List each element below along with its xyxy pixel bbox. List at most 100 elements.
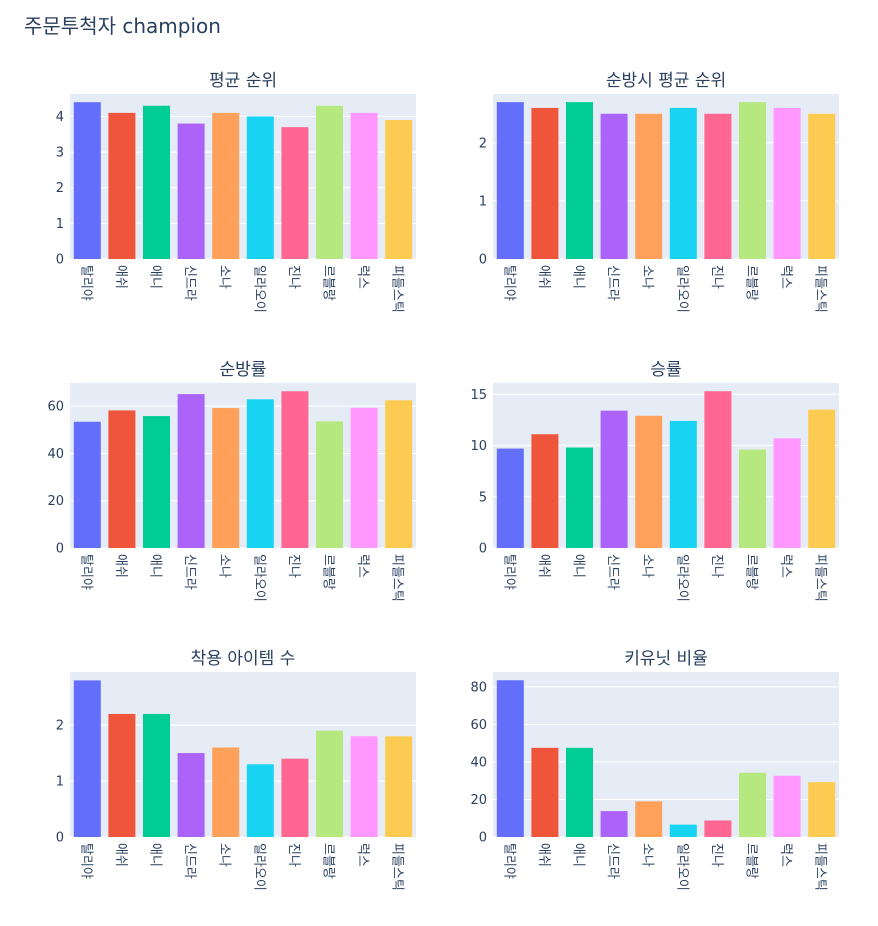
y-tick-label: 60 <box>470 718 487 733</box>
bar-9 <box>350 736 378 837</box>
x-tick-label: 진나 <box>709 843 724 867</box>
x-tick-label: 일라오이 <box>674 265 689 313</box>
bar-3 <box>566 447 593 548</box>
bar-1 <box>73 102 101 260</box>
x-tick-label: 피들스틱 <box>813 843 828 891</box>
x-tick-label: 탈리야 <box>78 843 93 879</box>
y-tick-label: 2 <box>479 136 487 151</box>
x-tick-label: 르블랑 <box>321 843 336 879</box>
bar-6 <box>246 399 274 548</box>
bar-10 <box>385 400 413 548</box>
y-tick-label: 2 <box>56 181 64 196</box>
bar-1 <box>73 421 101 548</box>
x-tick-label: 피들스틱 <box>813 265 828 313</box>
x-tick-label: 탈리야 <box>78 265 93 301</box>
x-tick-label: 탈리야 <box>501 554 516 590</box>
x-tick-label: 소나 <box>217 843 232 867</box>
x-tick-label: 애쉬 <box>113 554 128 578</box>
bar-2 <box>108 410 136 548</box>
x-tick-label: 진나 <box>286 554 301 578</box>
y-tick-label: 40 <box>47 447 64 462</box>
x-tick-label: 일라오이 <box>674 554 689 602</box>
x-tick-label: 애쉬 <box>536 265 551 289</box>
bar-4 <box>177 394 205 548</box>
bar-8 <box>316 421 343 548</box>
bar-8 <box>316 730 343 837</box>
x-tick-label: 애쉬 <box>536 554 551 578</box>
x-tick-label: 신드라 <box>605 265 620 301</box>
x-tick-label: 탈리야 <box>501 265 516 301</box>
bar-5 <box>635 801 663 837</box>
bar-8 <box>739 772 766 837</box>
x-tick-label: 르블랑 <box>744 554 759 590</box>
x-tick-label: 애니 <box>571 554 586 578</box>
y-tick-label: 60 <box>47 400 64 415</box>
x-tick-label: 일라오이 <box>674 843 689 891</box>
bar-4 <box>177 753 205 837</box>
bar-6 <box>246 116 274 259</box>
bar-4 <box>600 410 628 548</box>
x-tick-label: 르블랑 <box>744 843 759 879</box>
bar-3 <box>143 416 170 548</box>
x-tick-label: 진나 <box>709 554 724 578</box>
y-tick-label: 3 <box>56 146 64 161</box>
y-tick-label: 4 <box>56 110 64 125</box>
x-tick-label: 신드라 <box>605 554 620 590</box>
bar-9 <box>773 107 801 259</box>
y-tick-label: 1 <box>479 194 487 209</box>
bar-7 <box>704 113 732 259</box>
bar-5 <box>212 408 240 548</box>
bar-6 <box>669 107 697 259</box>
y-tick-label: 0 <box>479 831 487 846</box>
bar-6 <box>246 764 274 837</box>
y-tick-label: 20 <box>470 793 487 808</box>
x-tick-label: 르블랑 <box>321 554 336 590</box>
bar-3 <box>143 105 170 260</box>
x-tick-label: 럭스 <box>778 265 793 289</box>
bar-10 <box>808 409 836 548</box>
subplot-title: 순방시 평균 순위 <box>606 71 726 91</box>
subplot-title: 키유닛 비율 <box>624 649 708 669</box>
bar-2 <box>531 107 559 259</box>
bar-10 <box>385 120 413 259</box>
bar-9 <box>773 775 801 837</box>
bar-3 <box>566 102 593 259</box>
y-tick-label: 40 <box>470 755 487 770</box>
bar-1 <box>496 448 524 548</box>
subplot-title: 평균 순위 <box>209 71 277 91</box>
x-tick-label: 일라오이 <box>251 265 266 313</box>
x-tick-label: 애니 <box>148 554 163 578</box>
x-tick-label: 애니 <box>148 843 163 867</box>
x-tick-label: 르블랑 <box>321 265 336 301</box>
x-tick-label: 럭스 <box>355 554 370 578</box>
bar-10 <box>808 113 836 259</box>
y-tick-label: 1 <box>56 775 64 790</box>
bar-2 <box>108 713 136 837</box>
bar-2 <box>531 747 559 837</box>
x-tick-label: 탈리야 <box>78 554 93 590</box>
bar-7 <box>281 758 309 837</box>
bar-5 <box>635 415 663 548</box>
y-tick-label: 0 <box>479 253 487 268</box>
bar-5 <box>212 112 240 259</box>
bar-7 <box>281 391 309 548</box>
bar-1 <box>496 680 524 837</box>
y-tick-label: 80 <box>470 680 487 695</box>
figure-title: 주문투척자 champion <box>24 14 221 38</box>
y-tick-label: 10 <box>470 439 487 454</box>
x-tick-label: 피들스틱 <box>390 265 405 313</box>
y-tick-label: 0 <box>56 542 64 557</box>
y-tick-label: 15 <box>470 388 487 403</box>
subplot-title: 순방률 <box>220 360 267 380</box>
bar-1 <box>496 102 524 259</box>
y-tick-label: 20 <box>47 494 64 509</box>
subplot-title: 착용 아이템 수 <box>191 649 296 669</box>
x-tick-label: 애쉬 <box>113 843 128 867</box>
bar-6 <box>669 420 697 548</box>
x-tick-label: 애쉬 <box>536 843 551 867</box>
